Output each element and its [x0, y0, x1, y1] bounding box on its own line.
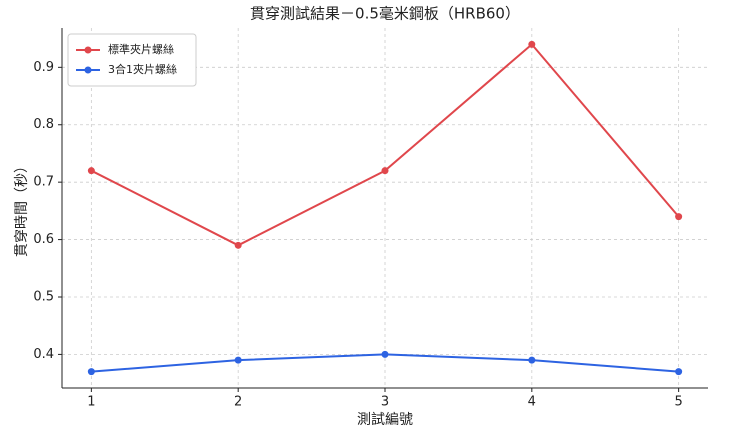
- data-point: [675, 368, 683, 376]
- data-point: [381, 350, 389, 358]
- legend-marker: [84, 66, 92, 74]
- x-tick-label: 5: [674, 395, 682, 410]
- data-point: [528, 40, 536, 48]
- x-axis-label: 測試編號: [357, 412, 413, 428]
- y-tick-label: 0.8: [33, 117, 54, 132]
- legend-marker: [84, 46, 92, 54]
- x-tick-label: 3: [381, 395, 389, 410]
- legend-label: 3合1夾片螺絲: [108, 62, 177, 76]
- data-point: [234, 241, 242, 249]
- data-point: [234, 356, 242, 364]
- y-tick-label: 0.6: [33, 232, 54, 247]
- y-tick-label: 0.4: [33, 347, 54, 362]
- data-point: [675, 213, 683, 221]
- data-point: [381, 167, 389, 175]
- data-point: [87, 368, 95, 376]
- data-point: [528, 356, 536, 364]
- x-tick-label: 1: [87, 395, 95, 410]
- legend-label: 標準夾片螺絲: [108, 42, 174, 56]
- y-tick-label: 0.9: [33, 60, 54, 75]
- data-point: [87, 167, 95, 175]
- x-tick-label: 4: [528, 395, 536, 410]
- legend-box: [67, 33, 197, 87]
- y-tick-label: 0.5: [33, 289, 54, 304]
- y-tick-label: 0.7: [33, 175, 54, 190]
- y-axis-label: 貫穿時間（秒）: [14, 159, 30, 257]
- chart-title: 貫穿測試結果－0.5毫米鋼板（HRB60）: [250, 5, 520, 23]
- x-tick-label: 2: [234, 395, 242, 410]
